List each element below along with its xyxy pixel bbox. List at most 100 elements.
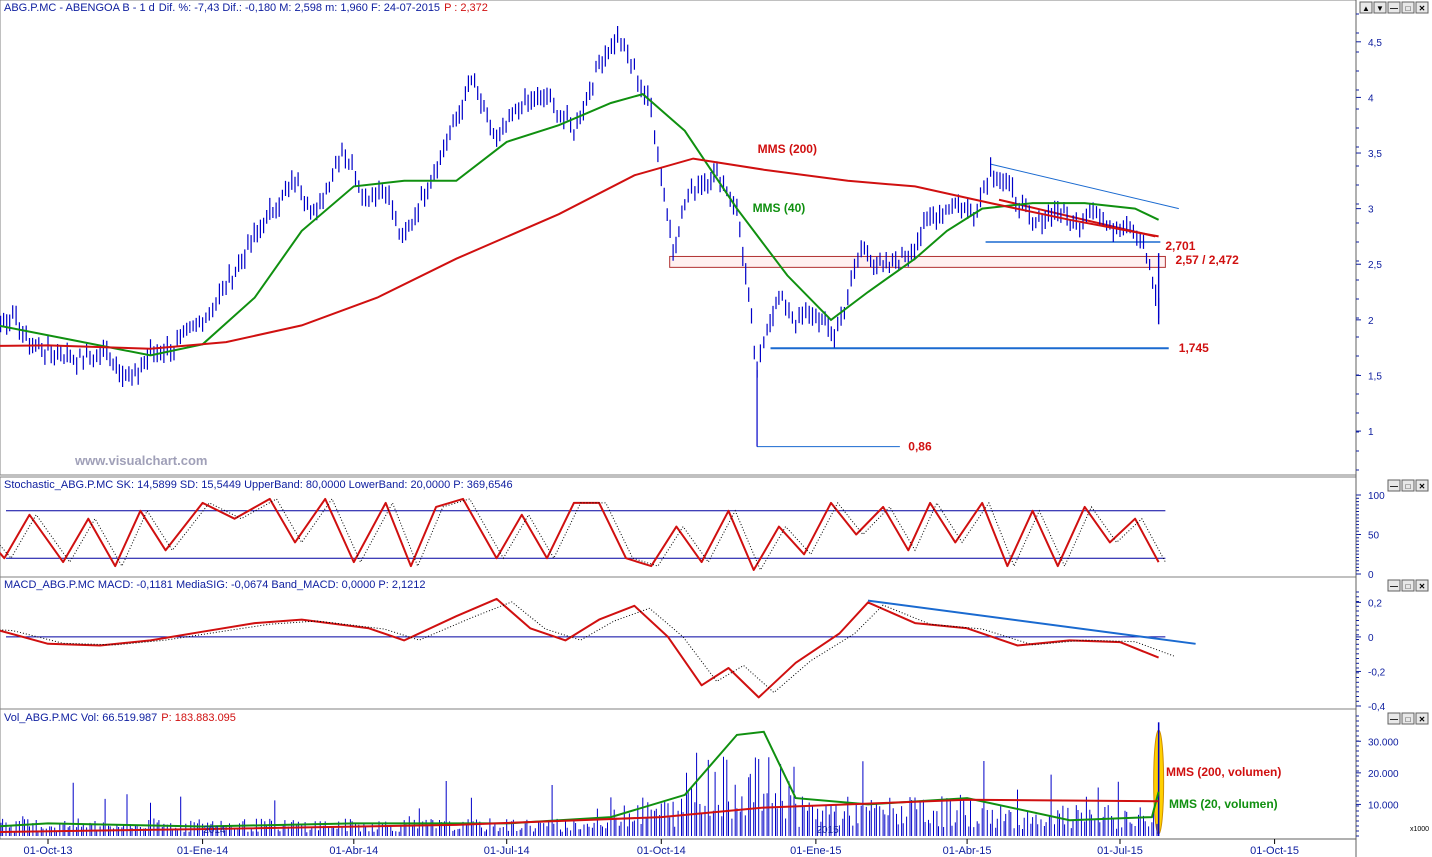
y-tick-label: 0 — [1368, 570, 1374, 581]
window-button-2-2[interactable]: ✕ — [1415, 579, 1429, 592]
annotation-1745: 1,745 — [1179, 341, 1209, 355]
window-button-glyph: — — [1390, 582, 1398, 591]
window-button-1-1[interactable]: □ — [1401, 479, 1415, 492]
window-button-glyph: ✕ — [1419, 482, 1426, 491]
panel-stats: Dif. %: -7,43 Dif.: -0,180 M: 2,598 m: 1… — [159, 2, 440, 14]
panel-symbol: ABG.P.MC - ABENGOA B - 1 d — [4, 2, 155, 14]
x-tick-label: 01-Ene-15 — [790, 845, 841, 857]
watermark-text: www.visualchart.com — [74, 453, 207, 468]
window-button-frame — [1401, 1, 1415, 14]
price-panel — [0, 0, 1357, 476]
x-tick-label: 01-Jul-15 — [1097, 845, 1143, 857]
price-series — [0, 26, 1160, 387]
volume-price-label: P: 183.883.095 — [161, 712, 236, 724]
window-button-frame — [1359, 1, 1373, 14]
window-button-glyph: □ — [1406, 715, 1411, 724]
window-button-glyph: ▼ — [1376, 4, 1384, 13]
window-button-3-2[interactable]: ✕ — [1415, 712, 1429, 725]
window-button-2-0[interactable]: — — [1387, 579, 1401, 592]
volume-panel-header: Vol_ABG.P.MC Vol: 66.519.987 P: 183.883.0… — [4, 712, 236, 724]
window-button-glyph: □ — [1406, 482, 1411, 491]
window-button-1-2[interactable]: ✕ — [1415, 479, 1429, 492]
annotation-mms200: MMS (200) — [758, 142, 817, 156]
macd-trend-line — [867, 599, 1196, 645]
stochastic-panel-header: Stochastic_ABG.P.MC SK: 14,5899 SD: 15,5… — [4, 479, 513, 491]
window-button-0-4[interactable]: ✕ — [1415, 1, 1429, 14]
mms200-line — [0, 157, 1159, 350]
mms40-line — [0, 92, 1160, 357]
y-tick-label: 50 — [1368, 531, 1380, 542]
window-button-frame — [1401, 712, 1415, 725]
window-button-1-0[interactable]: — — [1387, 479, 1401, 492]
resistance-zone — [669, 255, 1166, 268]
annotation-086: 0,86 — [908, 440, 932, 454]
stochastic-panel — [0, 476, 1357, 578]
window-button-glyph: □ — [1406, 582, 1411, 591]
window-button-0-1[interactable]: ▼ — [1373, 1, 1387, 14]
y-tick-label: 30.000 — [1368, 737, 1399, 748]
x-tick-label: 01-Abr-14 — [329, 845, 378, 857]
y-tick-label: 3 — [1368, 205, 1374, 216]
window-button-glyph: — — [1390, 715, 1398, 724]
units-label: x1000 — [1410, 826, 1429, 833]
window-button-0-3[interactable]: □ — [1401, 1, 1415, 14]
y-tick-label: 1,5 — [1368, 371, 1382, 382]
price-panel-header: ABG.P.MC - ABENGOA B - 1 d Dif. %: -7,43 … — [4, 2, 488, 14]
y-tick-label: 3,5 — [1368, 149, 1382, 160]
volume-mms20-line — [0, 730, 1160, 828]
window-button-3-1[interactable]: □ — [1401, 712, 1415, 725]
y-tick-label: 0 — [1368, 633, 1374, 644]
year-label-2014: 2014 — [203, 825, 226, 836]
y-tick-label: 4 — [1368, 93, 1374, 104]
volume-mms200-line — [0, 798, 1159, 833]
window-button-glyph: ✕ — [1419, 582, 1426, 591]
y-tick-label: 4,5 — [1368, 38, 1382, 49]
window-button-3-0[interactable]: — — [1387, 712, 1401, 725]
year-label-2015: 2015 — [817, 825, 840, 836]
panel-price-label: P : 2,372 — [444, 2, 488, 14]
x-tick-label: 01-Oct-14 — [637, 845, 686, 857]
window-button-0-0[interactable]: ▲ — [1359, 1, 1373, 14]
y-tick-label: 10.000 — [1368, 800, 1399, 811]
window-button-glyph: □ — [1406, 4, 1411, 13]
y-tick-label: 0,2 — [1368, 598, 1382, 609]
volume-mms200-label: MMS (200, volumen) — [1166, 765, 1281, 779]
window-button-frame — [1415, 479, 1429, 492]
x-tick-label: 01-Oct-15 — [1250, 845, 1299, 857]
window-button-frame — [1401, 579, 1415, 592]
window-button-glyph: ✕ — [1419, 715, 1426, 724]
window-button-2-1[interactable]: □ — [1401, 579, 1415, 592]
y-tick-label: -0,4 — [1368, 702, 1386, 713]
volume-stats: Vol_ABG.P.MC Vol: 66.519.987 — [4, 712, 157, 724]
window-button-frame — [1387, 579, 1401, 592]
window-button-frame — [1415, 579, 1429, 592]
window-button-0-2[interactable]: — — [1387, 1, 1401, 14]
y-tick-label: 1 — [1368, 427, 1374, 438]
x-tick-label: 01-Ene-14 — [177, 845, 228, 857]
window-button-frame — [1387, 1, 1401, 14]
macd-panel-header: MACD_ABG.P.MC MACD: -0,1181 MediaSIG: -0… — [4, 579, 425, 591]
window-button-frame — [1415, 712, 1429, 725]
window-button-glyph: ▲ — [1362, 4, 1370, 13]
window-button-frame — [1373, 1, 1387, 14]
window-button-frame — [1401, 479, 1415, 492]
window-button-frame — [1415, 1, 1429, 14]
annotation-257-2472: 2,57 / 2,472 — [1175, 253, 1239, 267]
downtrend-line — [990, 163, 1179, 210]
annotation-mms40: MMS (40) — [753, 201, 806, 215]
y-tick-label: 2,5 — [1368, 260, 1382, 271]
x-tick-label: 01-Jul-14 — [484, 845, 530, 857]
macd-panel — [0, 576, 1357, 710]
volume-mms20-label: MMS (20, volumen) — [1169, 797, 1278, 811]
y-tick-label: 2 — [1368, 316, 1374, 327]
window-button-frame — [1387, 479, 1401, 492]
window-button-frame — [1387, 712, 1401, 725]
y-tick-label: -0,2 — [1368, 667, 1386, 678]
y-tick-label: 20.000 — [1368, 769, 1399, 780]
macd-signal-line — [0, 601, 1174, 694]
annotation-2701: 2,701 — [1165, 239, 1195, 253]
y-tick-label: 100 — [1368, 491, 1385, 502]
window-button-glyph: — — [1390, 4, 1398, 13]
window-button-glyph: — — [1390, 482, 1398, 491]
